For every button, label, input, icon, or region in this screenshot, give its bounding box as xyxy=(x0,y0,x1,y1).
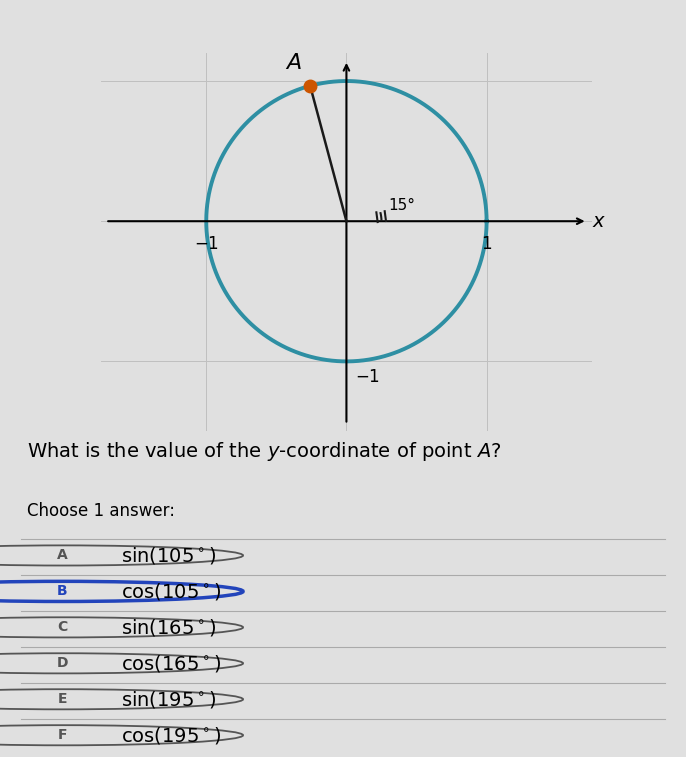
Text: What is the value of the $y$-coordinate of point $A$?: What is the value of the $y$-coordinate … xyxy=(27,440,501,463)
Text: A: A xyxy=(57,549,68,562)
Text: E: E xyxy=(58,693,67,706)
Text: $\sin(195^\circ)$: $\sin(195^\circ)$ xyxy=(121,689,216,710)
Text: $\sin(165^\circ)$: $\sin(165^\circ)$ xyxy=(121,617,216,638)
Text: $x$: $x$ xyxy=(592,212,606,231)
Text: $1$: $1$ xyxy=(481,235,492,254)
Text: Choose 1 answer:: Choose 1 answer: xyxy=(27,502,175,520)
Text: $\sin(105^\circ)$: $\sin(105^\circ)$ xyxy=(121,545,216,566)
Text: $\cos(105^\circ)$: $\cos(105^\circ)$ xyxy=(121,581,221,602)
Text: 15°: 15° xyxy=(388,198,416,213)
Text: C: C xyxy=(58,621,68,634)
Text: $A$: $A$ xyxy=(285,53,302,73)
Text: D: D xyxy=(57,656,68,670)
Text: $-1$: $-1$ xyxy=(355,369,380,386)
Text: $-1$: $-1$ xyxy=(193,235,219,254)
Text: B: B xyxy=(57,584,68,598)
Text: $\cos(165^\circ)$: $\cos(165^\circ)$ xyxy=(121,653,221,674)
Text: $\cos(195^\circ)$: $\cos(195^\circ)$ xyxy=(121,724,221,746)
Text: F: F xyxy=(58,728,67,742)
